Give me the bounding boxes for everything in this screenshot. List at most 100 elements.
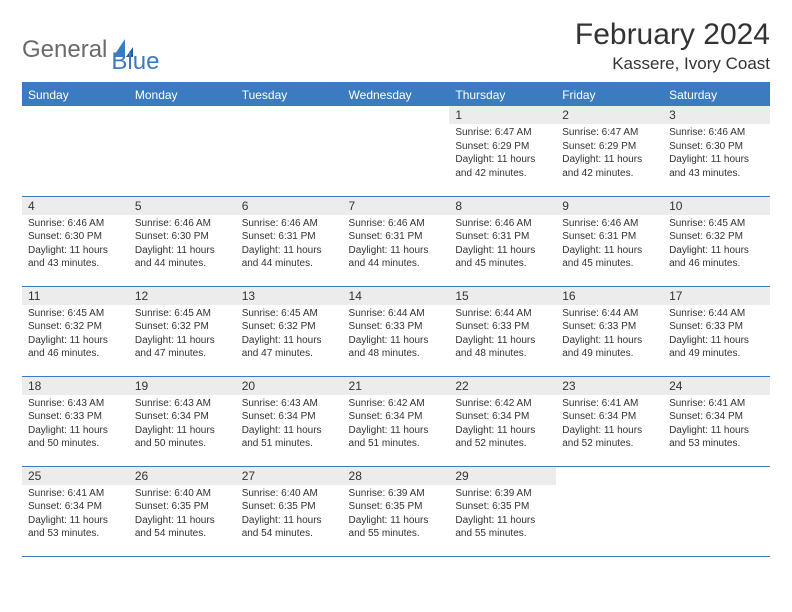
day-number: 4 — [22, 197, 129, 215]
day-details: Sunrise: 6:46 AMSunset: 6:31 PMDaylight:… — [556, 215, 663, 275]
sunset-text: Sunset: 6:29 PM — [455, 140, 550, 154]
day-details: Sunrise: 6:41 AMSunset: 6:34 PMDaylight:… — [22, 485, 129, 545]
weekday-header: Sunday — [22, 83, 129, 106]
calendar-day-cell: 2Sunrise: 6:47 AMSunset: 6:29 PMDaylight… — [556, 106, 663, 196]
calendar-day-cell: 17Sunrise: 6:44 AMSunset: 6:33 PMDayligh… — [663, 286, 770, 376]
daylight-text: Daylight: 11 hours and 44 minutes. — [242, 244, 337, 271]
sunrise-text: Sunrise: 6:43 AM — [135, 397, 230, 411]
daylight-text: Daylight: 11 hours and 55 minutes. — [349, 514, 444, 541]
day-number: 11 — [22, 287, 129, 305]
day-details: Sunrise: 6:39 AMSunset: 6:35 PMDaylight:… — [449, 485, 556, 545]
sunset-text: Sunset: 6:32 PM — [135, 320, 230, 334]
day-number: 28 — [343, 467, 450, 485]
calendar-day-cell: 27Sunrise: 6:40 AMSunset: 6:35 PMDayligh… — [236, 466, 343, 556]
weekday-header: Monday — [129, 83, 236, 106]
sunset-text: Sunset: 6:34 PM — [455, 410, 550, 424]
calendar-day-cell — [236, 106, 343, 196]
calendar-week-row: 18Sunrise: 6:43 AMSunset: 6:33 PMDayligh… — [22, 376, 770, 466]
sunrise-text: Sunrise: 6:44 AM — [669, 307, 764, 321]
daylight-text: Daylight: 11 hours and 52 minutes. — [562, 424, 657, 451]
daylight-text: Daylight: 11 hours and 43 minutes. — [669, 153, 764, 180]
sunset-text: Sunset: 6:34 PM — [669, 410, 764, 424]
day-details: Sunrise: 6:46 AMSunset: 6:31 PMDaylight:… — [449, 215, 556, 275]
sunrise-text: Sunrise: 6:46 AM — [242, 217, 337, 231]
day-number: 18 — [22, 377, 129, 395]
calendar-day-cell: 25Sunrise: 6:41 AMSunset: 6:34 PMDayligh… — [22, 466, 129, 556]
sunrise-text: Sunrise: 6:46 AM — [135, 217, 230, 231]
day-details: Sunrise: 6:44 AMSunset: 6:33 PMDaylight:… — [343, 305, 450, 365]
day-details: Sunrise: 6:47 AMSunset: 6:29 PMDaylight:… — [556, 124, 663, 184]
day-number: 17 — [663, 287, 770, 305]
sunrise-text: Sunrise: 6:46 AM — [562, 217, 657, 231]
sunset-text: Sunset: 6:33 PM — [455, 320, 550, 334]
sunrise-text: Sunrise: 6:46 AM — [455, 217, 550, 231]
day-details: Sunrise: 6:44 AMSunset: 6:33 PMDaylight:… — [449, 305, 556, 365]
sunset-text: Sunset: 6:34 PM — [562, 410, 657, 424]
sunrise-text: Sunrise: 6:42 AM — [349, 397, 444, 411]
daylight-text: Daylight: 11 hours and 45 minutes. — [562, 244, 657, 271]
calendar-day-cell — [663, 466, 770, 556]
calendar-day-cell — [129, 106, 236, 196]
day-details: Sunrise: 6:45 AMSunset: 6:32 PMDaylight:… — [236, 305, 343, 365]
day-number: 27 — [236, 467, 343, 485]
sunset-text: Sunset: 6:31 PM — [562, 230, 657, 244]
day-number: 24 — [663, 377, 770, 395]
sunrise-text: Sunrise: 6:47 AM — [455, 126, 550, 140]
day-details: Sunrise: 6:40 AMSunset: 6:35 PMDaylight:… — [236, 485, 343, 545]
day-number: 10 — [663, 197, 770, 215]
sunset-text: Sunset: 6:32 PM — [28, 320, 123, 334]
daylight-text: Daylight: 11 hours and 46 minutes. — [28, 334, 123, 361]
day-details: Sunrise: 6:39 AMSunset: 6:35 PMDaylight:… — [343, 485, 450, 545]
sunrise-text: Sunrise: 6:40 AM — [135, 487, 230, 501]
day-number: 2 — [556, 106, 663, 124]
sunrise-text: Sunrise: 6:41 AM — [669, 397, 764, 411]
calendar-day-cell: 23Sunrise: 6:41 AMSunset: 6:34 PMDayligh… — [556, 376, 663, 466]
weekday-header: Thursday — [449, 83, 556, 106]
calendar-week-row: 4Sunrise: 6:46 AMSunset: 6:30 PMDaylight… — [22, 196, 770, 286]
weekday-header: Friday — [556, 83, 663, 106]
daylight-text: Daylight: 11 hours and 44 minutes. — [349, 244, 444, 271]
daylight-text: Daylight: 11 hours and 47 minutes. — [242, 334, 337, 361]
day-details: Sunrise: 6:46 AMSunset: 6:30 PMDaylight:… — [663, 124, 770, 184]
calendar-day-cell: 13Sunrise: 6:45 AMSunset: 6:32 PMDayligh… — [236, 286, 343, 376]
calendar-day-cell: 19Sunrise: 6:43 AMSunset: 6:34 PMDayligh… — [129, 376, 236, 466]
calendar-day-cell: 28Sunrise: 6:39 AMSunset: 6:35 PMDayligh… — [343, 466, 450, 556]
daylight-text: Daylight: 11 hours and 48 minutes. — [455, 334, 550, 361]
logo: General Blue — [22, 24, 159, 76]
day-details: Sunrise: 6:43 AMSunset: 6:34 PMDaylight:… — [236, 395, 343, 455]
calendar-day-cell: 22Sunrise: 6:42 AMSunset: 6:34 PMDayligh… — [449, 376, 556, 466]
daylight-text: Daylight: 11 hours and 51 minutes. — [242, 424, 337, 451]
day-number: 23 — [556, 377, 663, 395]
sunset-text: Sunset: 6:30 PM — [669, 140, 764, 154]
calendar-day-cell: 18Sunrise: 6:43 AMSunset: 6:33 PMDayligh… — [22, 376, 129, 466]
sunset-text: Sunset: 6:32 PM — [242, 320, 337, 334]
sunset-text: Sunset: 6:30 PM — [135, 230, 230, 244]
day-details: Sunrise: 6:44 AMSunset: 6:33 PMDaylight:… — [556, 305, 663, 365]
sunset-text: Sunset: 6:34 PM — [349, 410, 444, 424]
day-details: Sunrise: 6:43 AMSunset: 6:34 PMDaylight:… — [129, 395, 236, 455]
calendar-week-row: 1Sunrise: 6:47 AMSunset: 6:29 PMDaylight… — [22, 106, 770, 196]
day-number: 7 — [343, 197, 450, 215]
calendar-day-cell: 24Sunrise: 6:41 AMSunset: 6:34 PMDayligh… — [663, 376, 770, 466]
sunset-text: Sunset: 6:34 PM — [242, 410, 337, 424]
calendar-day-cell: 15Sunrise: 6:44 AMSunset: 6:33 PMDayligh… — [449, 286, 556, 376]
sunset-text: Sunset: 6:34 PM — [28, 500, 123, 514]
day-number: 29 — [449, 467, 556, 485]
day-number: 6 — [236, 197, 343, 215]
sunrise-text: Sunrise: 6:45 AM — [135, 307, 230, 321]
day-number: 21 — [343, 377, 450, 395]
weekday-header: Tuesday — [236, 83, 343, 106]
sunset-text: Sunset: 6:35 PM — [455, 500, 550, 514]
day-number: 9 — [556, 197, 663, 215]
sunset-text: Sunset: 6:33 PM — [669, 320, 764, 334]
day-details: Sunrise: 6:41 AMSunset: 6:34 PMDaylight:… — [556, 395, 663, 455]
day-number: 5 — [129, 197, 236, 215]
day-number: 3 — [663, 106, 770, 124]
sunrise-text: Sunrise: 6:39 AM — [455, 487, 550, 501]
day-details: Sunrise: 6:46 AMSunset: 6:31 PMDaylight:… — [236, 215, 343, 275]
day-number: 22 — [449, 377, 556, 395]
daylight-text: Daylight: 11 hours and 54 minutes. — [135, 514, 230, 541]
sunrise-text: Sunrise: 6:39 AM — [349, 487, 444, 501]
sunset-text: Sunset: 6:34 PM — [135, 410, 230, 424]
day-number: 16 — [556, 287, 663, 305]
